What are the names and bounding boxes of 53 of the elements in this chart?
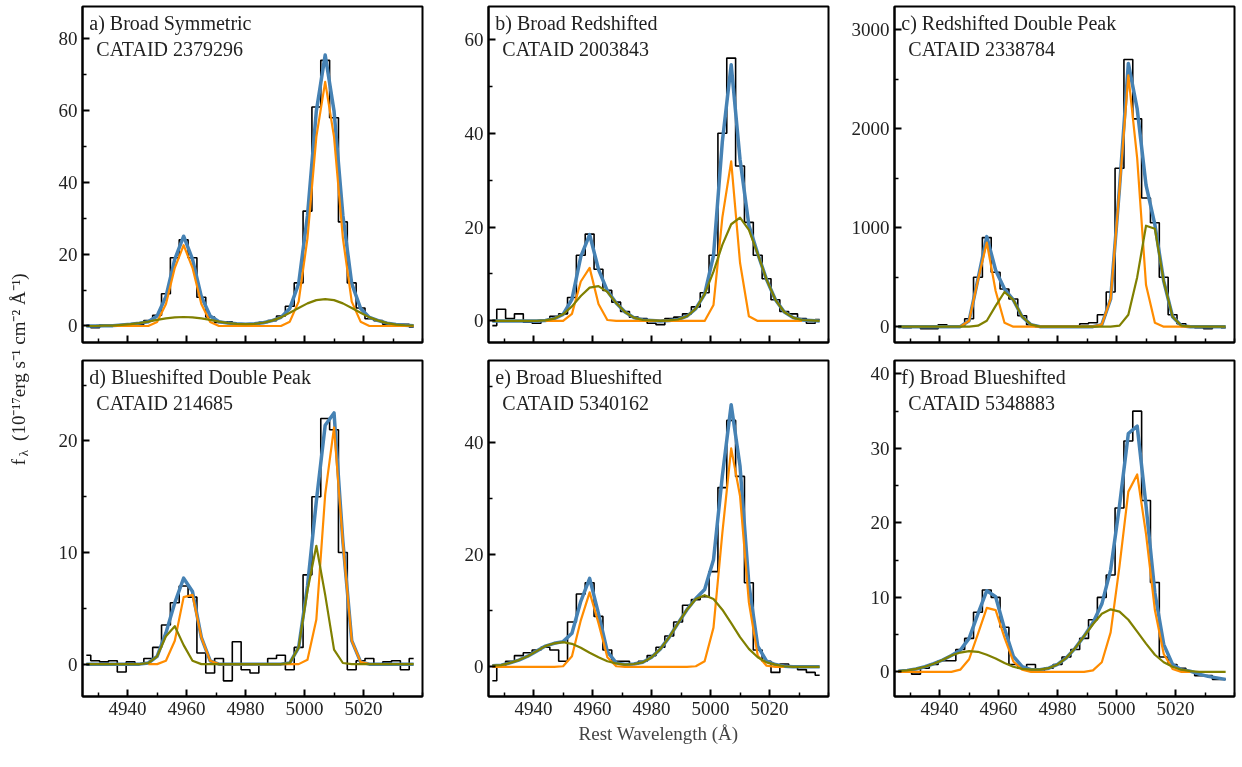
x-tick-label: 4980 (226, 697, 265, 719)
y-tick-label: 10 (58, 542, 78, 563)
y-tick-label: 2000 (851, 118, 890, 140)
y-axis-title: fλ (10⁻¹⁷erg s⁻¹ cm⁻² Å⁻¹) (8, 273, 31, 466)
y-tick-label: 30 (870, 437, 890, 459)
y-tick-label: 60 (464, 28, 484, 50)
x-tick-label: 5000 (285, 697, 324, 719)
x-tick-label: 5020 (750, 697, 789, 719)
y-tick-label: 0 (474, 656, 484, 678)
x-axis-title: Rest Wavelength (Å) (578, 722, 739, 745)
y-tick-label: 0 (68, 315, 78, 337)
x-tick-label: 5020 (344, 697, 383, 719)
x-tick-label: 5000 (691, 697, 730, 719)
y-tick-label: 40 (58, 171, 78, 193)
y-tick-label: 20 (58, 243, 78, 265)
x-tick-label: 4980 (1038, 697, 1077, 719)
annotation: CATAID 2338784 (908, 37, 1056, 60)
y-tick-label: 0 (68, 653, 78, 675)
y-tick-label: 20 (464, 544, 484, 566)
x-tick-label: 4940 (108, 697, 147, 719)
annotation: b) Broad Redshifted (495, 11, 658, 35)
x-tick-label: 5000 (1097, 697, 1136, 719)
annotation: f) Broad Blueshifted (901, 365, 1066, 389)
y-tick-label: 10 (870, 586, 890, 608)
y-tick-label: 3000 (851, 19, 890, 41)
annotation: CATAID 214685 (96, 391, 234, 414)
x-tick-label: 4940 (514, 697, 553, 719)
y-tick-label: 80 (58, 28, 78, 50)
y-tick-label: 40 (464, 122, 484, 144)
y-tick-label: 0 (880, 316, 890, 338)
annotation: CATAID 5340162 (502, 391, 650, 414)
annotation: CATAID 2003843 (502, 37, 650, 60)
annotation: CATAID 2379296 (96, 37, 244, 60)
x-tick-label: 4940 (920, 697, 959, 719)
annotation: c) Redshifted Double Peak (901, 11, 1117, 35)
y-tick-label: 0 (474, 310, 484, 332)
annotation: d) Blueshifted Double Peak (89, 365, 311, 389)
x-tick-label: 4960 (979, 697, 1018, 719)
y-tick-label: 0 (880, 661, 890, 683)
x-tick-label: 4960 (167, 697, 206, 719)
x-tick-label: 5020 (1156, 697, 1195, 719)
y-tick-label: 40 (464, 432, 484, 454)
y-tick-label: 1000 (851, 217, 890, 239)
x-tick-label: 4980 (632, 697, 671, 719)
annotation: CATAID 5348883 (908, 391, 1056, 414)
y-tick-label: 40 (870, 363, 890, 385)
annotation: e) Broad Blueshifted (495, 365, 662, 389)
x-tick-label: 4960 (573, 697, 612, 719)
y-tick-label: 60 (58, 100, 78, 122)
y-tick-label: 20 (58, 430, 78, 452)
y-tick-label: 20 (464, 216, 484, 238)
annotation: a) Broad Symmetric (89, 11, 252, 35)
y-tick-label: 20 (870, 512, 890, 534)
